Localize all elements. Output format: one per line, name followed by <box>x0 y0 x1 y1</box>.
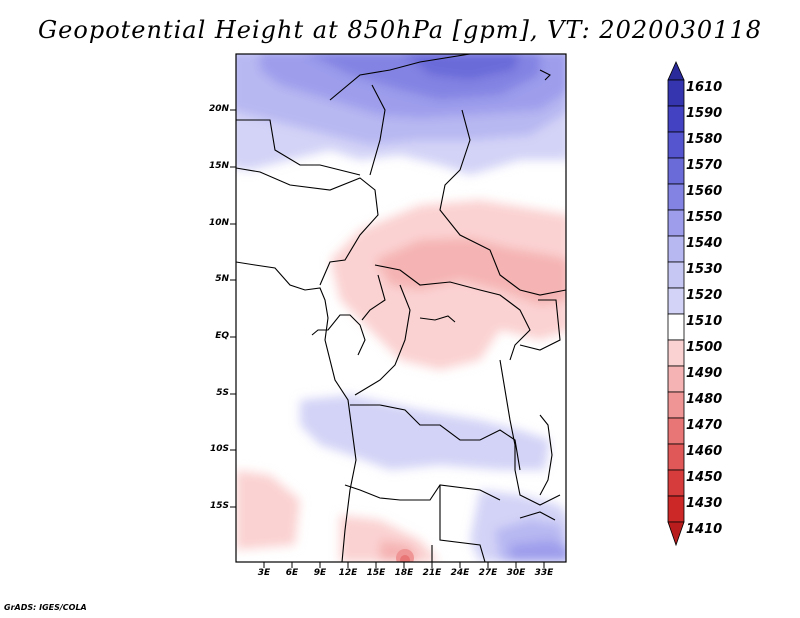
map-frame <box>235 53 567 563</box>
lat-label-15n: 15N <box>208 161 229 171</box>
colorbar-label-1530: 1530 <box>686 262 723 277</box>
colorbar-label-1570: 1570 <box>686 158 723 173</box>
colorbar-label-1580: 1580 <box>686 132 723 147</box>
axis-ticks <box>230 109 545 568</box>
colorbar <box>667 61 685 547</box>
colorbar-label-1520: 1520 <box>686 288 723 303</box>
lon-label-27e: 27E <box>478 568 498 578</box>
lon-label-24e: 24E <box>450 568 470 578</box>
colorbar-label-1450: 1450 <box>686 470 723 485</box>
colorbar-label-1610: 1610 <box>686 80 723 95</box>
lon-label-12e: 12E <box>338 568 358 578</box>
lat-label-5n: 5N <box>215 274 229 284</box>
lon-label-9e: 9E <box>313 568 327 578</box>
lat-label-20n: 20N <box>208 104 229 114</box>
colorbar-label-1510: 1510 <box>686 314 723 329</box>
lon-label-33e: 33E <box>534 568 554 578</box>
colorbar-label-1490: 1490 <box>686 366 723 381</box>
colorbar-label-1410: 1410 <box>686 522 723 537</box>
lon-label-3e: 3E <box>257 568 271 578</box>
lat-label-10n: 10N <box>208 218 229 228</box>
lon-label-15e: 15E <box>366 568 386 578</box>
colorbar-label-1560: 1560 <box>686 184 723 199</box>
lon-label-6e: 6E <box>285 568 299 578</box>
colorbar-label-1430: 1430 <box>686 496 723 511</box>
lon-label-18e: 18E <box>394 568 414 578</box>
colorbar-label-1470: 1470 <box>686 418 723 433</box>
map-title: Geopotential Height at 850hPa [gpm], VT:… <box>38 16 762 44</box>
lat-label-5s: 5S <box>216 388 229 398</box>
lat-label-eq: EQ <box>215 331 229 341</box>
height-field <box>236 54 566 562</box>
colorbar-label-1500: 1500 <box>686 340 723 355</box>
colorbar-label-1460: 1460 <box>686 444 723 459</box>
colorbar-label-1550: 1550 <box>686 210 723 225</box>
grads-credit: GrADS: IGES/COLA <box>4 603 87 612</box>
lat-label-15s: 15S <box>209 501 229 511</box>
lat-label-10s: 10S <box>209 444 229 454</box>
lon-label-21e: 21E <box>422 568 442 578</box>
lon-label-30e: 30E <box>506 568 526 578</box>
colorbar-label-1540: 1540 <box>686 236 723 251</box>
colorbar-label-1480: 1480 <box>686 392 723 407</box>
colorbar-label-1590: 1590 <box>686 106 723 121</box>
coastlines <box>236 54 566 562</box>
